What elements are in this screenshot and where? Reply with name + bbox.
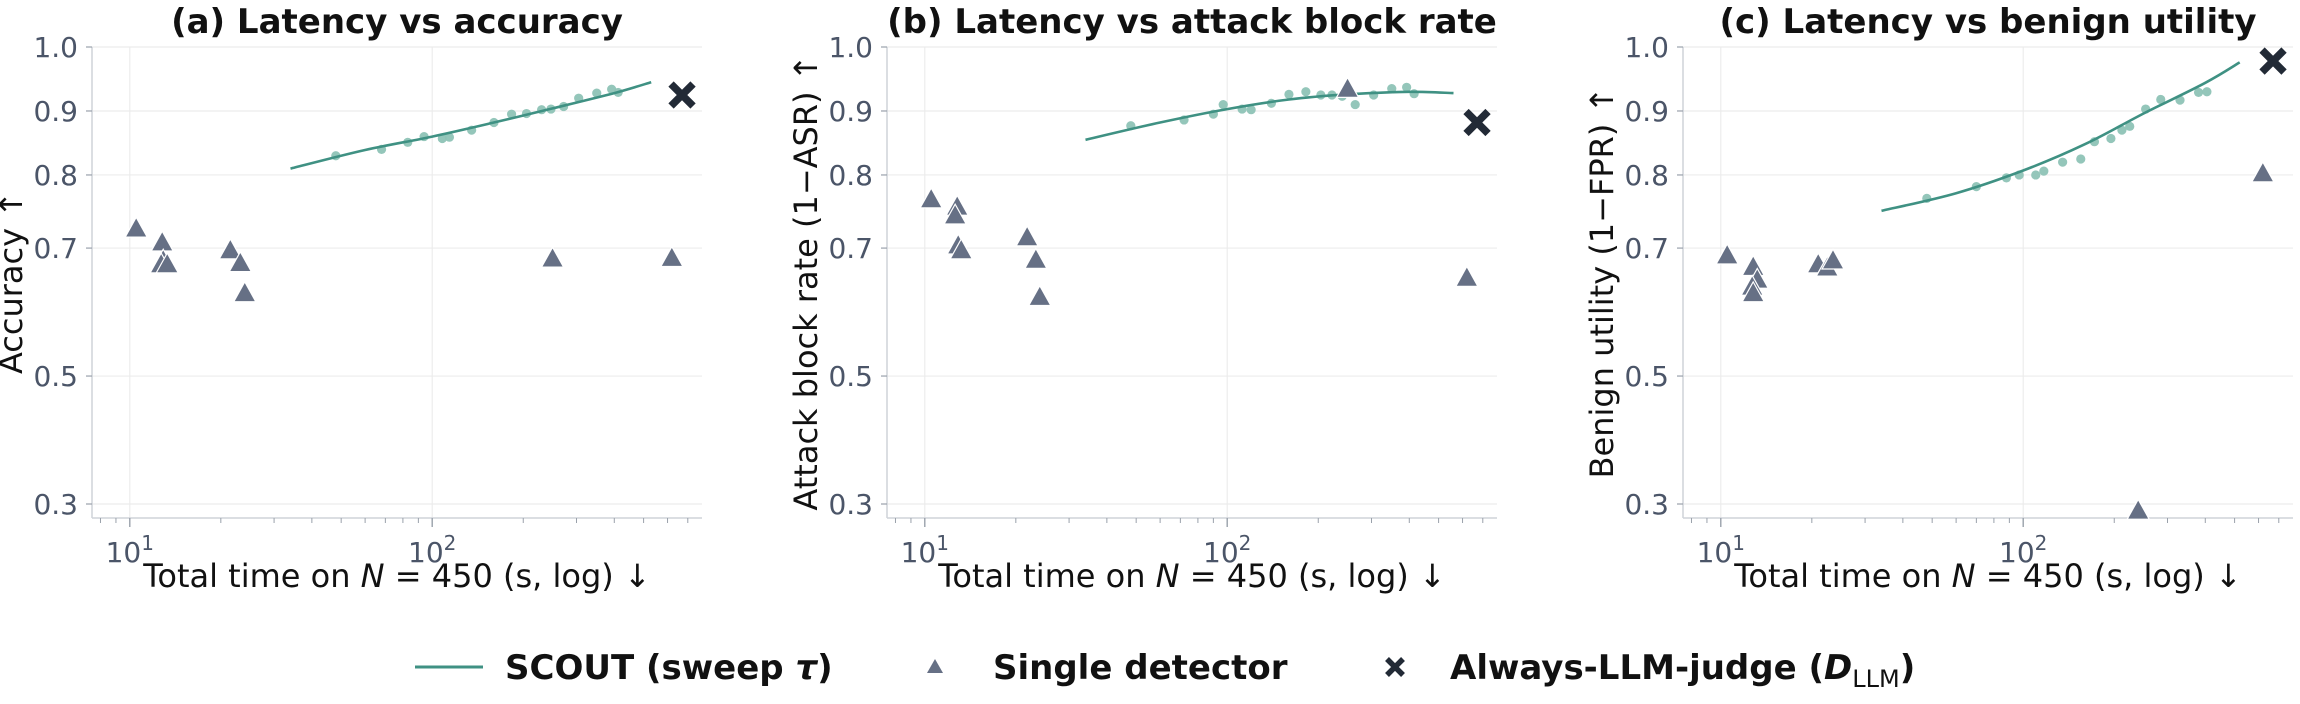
x-axis-label: Total time on N = 450 (s, log) ↓ <box>937 557 1446 595</box>
single-detector-marker <box>218 237 243 260</box>
scout-point <box>1246 105 1256 115</box>
x-axis-label: Total time on N = 450 (s, log) ↓ <box>142 557 651 595</box>
single-detector-marker <box>1741 280 1766 303</box>
y-tick-label: 0.3 <box>33 488 78 521</box>
single-detector-marker <box>1741 254 1766 277</box>
single-detector-marker <box>1015 224 1040 247</box>
single-detector-marker <box>540 246 565 268</box>
single-detector-marker <box>1027 284 1052 307</box>
x-tick-label: 101 <box>106 531 154 569</box>
chart-title: (b) Latency vs attack block rate <box>887 2 1497 42</box>
y-axis-label: Accuracy ↑ <box>0 191 30 374</box>
single-detector-marker <box>919 186 944 209</box>
legend-triangle-marker <box>927 659 943 673</box>
scout-point <box>2125 121 2135 131</box>
scout-point <box>2076 154 2086 164</box>
x-axis-label: Total time on N = 450 (s, log) ↓ <box>1733 557 2242 595</box>
grid <box>92 46 702 518</box>
single-detector-marker <box>155 251 180 274</box>
legend-cross-marker <box>1385 657 1405 677</box>
single-detector-marker <box>2126 498 2151 520</box>
scout-point <box>592 88 602 98</box>
always-llm-judge-marker <box>1463 108 1491 137</box>
single-detector-marker <box>949 237 974 260</box>
chart-panel-1: 0.3 0.5 0.7 0.8 0.9 1.0 101 102 (a) Latency vs a… <box>0 2 702 595</box>
y-tick-label: 0.7 <box>828 232 873 265</box>
y-tick-label: 0.7 <box>33 232 78 265</box>
scout-point <box>1218 99 1228 110</box>
y-tick-label: 0.5 <box>828 360 873 393</box>
legend-label: Single detector <box>993 648 1288 688</box>
always-llm-judge-marker <box>668 81 696 109</box>
scout-point <box>2193 87 2204 98</box>
y-tick-label: 0.9 <box>828 95 873 128</box>
scout-point <box>1409 89 1419 99</box>
scout-point <box>1350 99 1360 110</box>
scout-point <box>2156 94 2166 105</box>
grid <box>887 46 1497 518</box>
y-tick-label: 0.8 <box>33 159 78 192</box>
single-detector-marker <box>1454 265 1479 287</box>
scout-curve <box>1881 61 2241 213</box>
single-detector-marker <box>943 202 968 225</box>
chart-title: (c) Latency vs benign utility <box>1719 2 2256 42</box>
scout-point <box>444 132 455 142</box>
y-axis-label: Benign utility (1−FPR) ↑ <box>1583 87 1621 479</box>
y-tick-label: 0.7 <box>1624 232 1669 265</box>
y-tick-label: 0.5 <box>33 360 78 393</box>
scout-point <box>2058 157 2068 167</box>
single-detector-marker <box>1023 247 1048 269</box>
y-axis-label: Attack block rate (1−ASR) ↑ <box>787 54 825 510</box>
y-tick-label: 0.3 <box>828 488 873 521</box>
scout-point <box>2039 166 2049 176</box>
scout-point <box>1284 89 1294 99</box>
chart-panel-2: 0.3 0.5 0.7 0.8 0.9 1.0 101 102 (b) Latency vs a… <box>787 2 1497 595</box>
y-tick-label: 0.5 <box>1624 360 1669 393</box>
legend: SCOUT (sweep τ) Single detector Always-LLM… <box>415 648 1915 693</box>
single-detector-marker <box>2250 160 2275 183</box>
scout-point <box>2106 133 2116 144</box>
x-tick-label: 101 <box>901 531 949 569</box>
y-tick-label: 1.0 <box>828 31 873 64</box>
chart-title: (a) Latency vs accuracy <box>171 2 623 42</box>
single-detector-marker <box>1820 248 1846 270</box>
scout-point <box>2031 170 2041 180</box>
x-tick-label: 102 <box>408 531 456 569</box>
legend-label: Always-LLM-judge (DLLM) <box>1450 648 1915 693</box>
x-tick-label: 102 <box>1999 531 2047 569</box>
y-tick-label: 0.8 <box>1624 159 1669 192</box>
y-tick-label: 0.9 <box>1624 95 1669 128</box>
single-detector-marker <box>150 229 175 252</box>
single-detector-marker <box>659 245 684 268</box>
chart-panel-3: 0.3 0.5 0.7 0.8 0.9 1.0 101 102 (c) Latency vs b… <box>1583 2 2293 595</box>
legend-label: SCOUT (sweep τ) <box>505 648 833 688</box>
x-tick-label: 102 <box>1203 531 1251 569</box>
grid <box>1683 46 2293 518</box>
scout-point <box>2117 125 2127 135</box>
y-tick-label: 0.3 <box>1624 488 1669 521</box>
scout-point <box>1402 82 1412 92</box>
single-detector-marker <box>1715 242 1740 265</box>
x-tick-label: 101 <box>1697 531 1745 569</box>
single-detector-marker <box>228 250 253 273</box>
scout-point <box>2202 87 2212 97</box>
y-tick-label: 1.0 <box>33 31 78 64</box>
single-detector-marker <box>1335 76 1360 98</box>
scout-curve <box>290 80 652 170</box>
y-tick-label: 0.8 <box>828 159 873 192</box>
y-tick-label: 0.9 <box>33 95 78 128</box>
y-tick-label: 1.0 <box>1624 31 1669 64</box>
single-detector-marker <box>124 216 149 238</box>
scout-point <box>1301 87 1311 97</box>
scout-curve <box>1085 90 1454 142</box>
always-llm-judge-marker <box>2259 47 2287 75</box>
single-detector-marker <box>232 280 257 303</box>
